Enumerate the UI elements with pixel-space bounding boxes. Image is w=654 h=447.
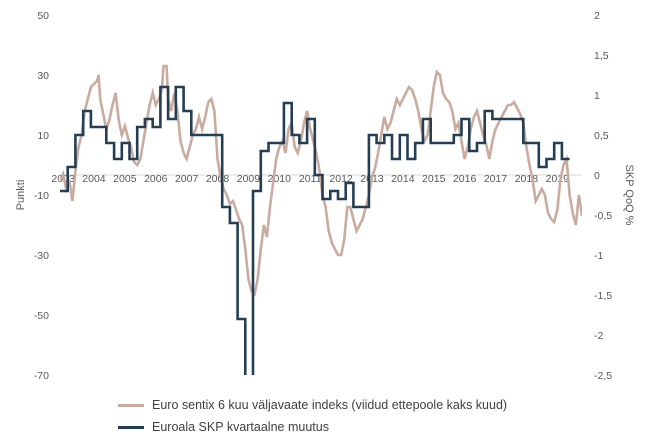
x-axis-tick-labels: 2003 2004 2005 2006 2007 2008 2009 2010 2011 2012… <box>51 173 569 185</box>
legend-item-gdp: Euroala SKP kvartaalne muutus <box>118 416 507 438</box>
gdp-series-line <box>60 85 570 375</box>
x-tick-label: 2005 <box>113 173 137 185</box>
left-tick-label: -70 <box>34 370 49 382</box>
right-tick-label: 0 <box>594 170 600 182</box>
left-tick-label: -10 <box>34 190 49 202</box>
right-tick-label: -1,5 <box>594 290 612 302</box>
legend-swatch-sentix <box>118 403 144 407</box>
legend: Euro sentix 6 kuu väljavaate indeks (vii… <box>118 394 507 438</box>
x-tick-label: 2018 <box>515 173 539 185</box>
right-tick-label: 1,5 <box>594 50 609 62</box>
x-tick-label: 2009 <box>237 173 261 185</box>
right-tick-label: 0,5 <box>594 130 609 142</box>
left-tick-label: 30 <box>37 70 49 82</box>
x-tick-label: 2019 <box>546 173 570 185</box>
right-tick-label: 2 <box>594 10 600 22</box>
x-tick-label: 2010 <box>268 173 292 185</box>
x-tick-label: 2016 <box>453 173 477 185</box>
x-tick-label: 2015 <box>422 173 446 185</box>
left-tick-label: 50 <box>37 10 49 22</box>
left-tick-label: 10 <box>37 130 49 142</box>
x-tick-label: 2004 <box>82 173 106 185</box>
legend-swatch-gdp <box>118 425 144 429</box>
x-tick-label: 2014 <box>391 173 415 185</box>
x-tick-label: 2017 <box>484 173 508 185</box>
x-tick-label: 2006 <box>144 173 168 185</box>
right-axis-ticks: 2 1,5 1 0,5 0 -0,5 -1 -1,5 -2 -2,5 <box>594 10 612 382</box>
left-tick-label: -30 <box>34 250 49 262</box>
sentix-series-line <box>60 64 582 297</box>
right-tick-label: -2 <box>594 330 603 342</box>
series-lines <box>60 64 582 375</box>
left-tick-label: -50 <box>34 310 49 322</box>
right-tick-label: -0,5 <box>594 210 612 222</box>
x-tick-label: 2007 <box>175 173 199 185</box>
legend-item-sentix: Euro sentix 6 kuu väljavaate indeks (vii… <box>118 394 507 416</box>
right-tick-label: 1 <box>594 90 600 102</box>
right-tick-label: -2,5 <box>594 370 612 382</box>
left-axis-ticks: 50 30 10 -10 -30 -50 -70 <box>34 10 49 382</box>
left-axis-title: Punkti <box>15 180 27 211</box>
legend-label-sentix: Euro sentix 6 kuu väljavaate indeks (vii… <box>152 398 508 412</box>
right-axis-title: SKP QoQ % <box>623 165 635 226</box>
x-tick-label: 2008 <box>206 173 230 185</box>
legend-label-gdp: Euroala SKP kvartaalne muutus <box>152 420 329 434</box>
right-tick-label: -1 <box>594 250 603 262</box>
